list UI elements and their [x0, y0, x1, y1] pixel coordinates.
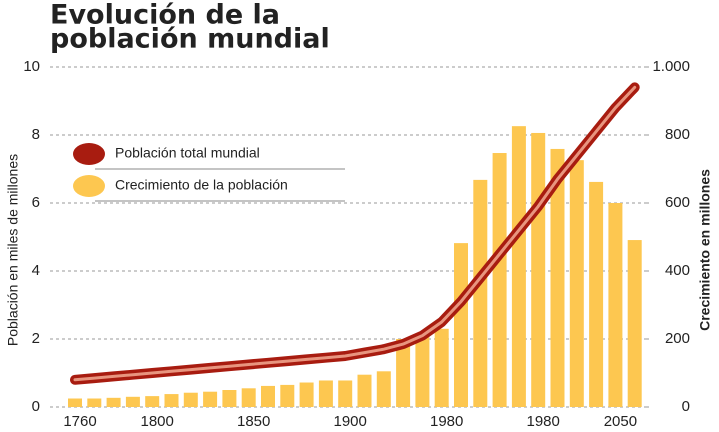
legend-marker	[73, 175, 105, 197]
bar	[87, 398, 102, 407]
x-tick-label: 1800	[141, 413, 174, 430]
bar	[299, 382, 314, 407]
bar	[241, 388, 256, 407]
y-tick-label: 10	[23, 58, 40, 75]
legend-bg	[70, 139, 350, 169]
bar	[280, 384, 295, 407]
y2-tick-label: 1.000	[652, 58, 690, 75]
bar	[261, 385, 275, 407]
bar	[550, 148, 565, 407]
bar	[203, 391, 218, 407]
bar	[125, 396, 140, 407]
chart-title: Evolución de la	[50, 0, 280, 31]
y2-tick-label: 600	[665, 194, 690, 211]
legend-marker	[73, 143, 105, 165]
bar	[164, 394, 179, 407]
bar	[106, 397, 121, 407]
y2-tick-label: 0	[682, 398, 690, 415]
y-axis-label: Población en miles de millones	[5, 154, 21, 346]
bar	[473, 179, 488, 407]
y-tick-label: 2	[32, 330, 40, 347]
y-tick-label: 8	[32, 126, 40, 143]
x-tick-label: 1900	[334, 413, 367, 430]
bar	[492, 153, 507, 407]
bar	[531, 132, 546, 407]
bar	[183, 392, 198, 407]
bar	[608, 203, 623, 407]
line-highlight	[73, 85, 637, 382]
bar	[569, 160, 584, 407]
bar	[454, 243, 468, 407]
legend-label: Crecimiento de la población	[115, 177, 288, 193]
bar	[415, 335, 430, 407]
bar	[68, 398, 82, 407]
y2-axis-label: Crecimiento en millones	[697, 169, 713, 331]
x-tick-label: 1980	[527, 413, 560, 430]
bar	[396, 339, 411, 407]
y2-tick-label: 200	[665, 330, 690, 347]
y2-tick-label: 800	[665, 126, 690, 143]
legend-label: Población total mundial	[115, 145, 260, 161]
y2-tick-label: 400	[665, 262, 690, 279]
x-tick-label: 1980	[430, 413, 463, 430]
chart-title: población mundial	[50, 24, 330, 55]
y-tick-label: 4	[32, 262, 40, 279]
x-tick-label: 2050	[604, 413, 637, 430]
x-tick-label: 1760	[63, 413, 96, 430]
bar	[376, 371, 391, 407]
bar	[357, 374, 372, 407]
y-tick-label: 0	[32, 398, 40, 415]
x-tick-label: 1850	[237, 413, 270, 430]
bar	[338, 380, 353, 407]
legend-bg	[70, 171, 350, 201]
bar	[318, 380, 333, 407]
bar	[511, 126, 526, 407]
bar	[589, 181, 604, 407]
bar	[434, 328, 449, 407]
bar	[627, 240, 642, 407]
y-tick-label: 6	[32, 194, 40, 211]
bar	[145, 396, 160, 407]
bar	[222, 390, 237, 407]
